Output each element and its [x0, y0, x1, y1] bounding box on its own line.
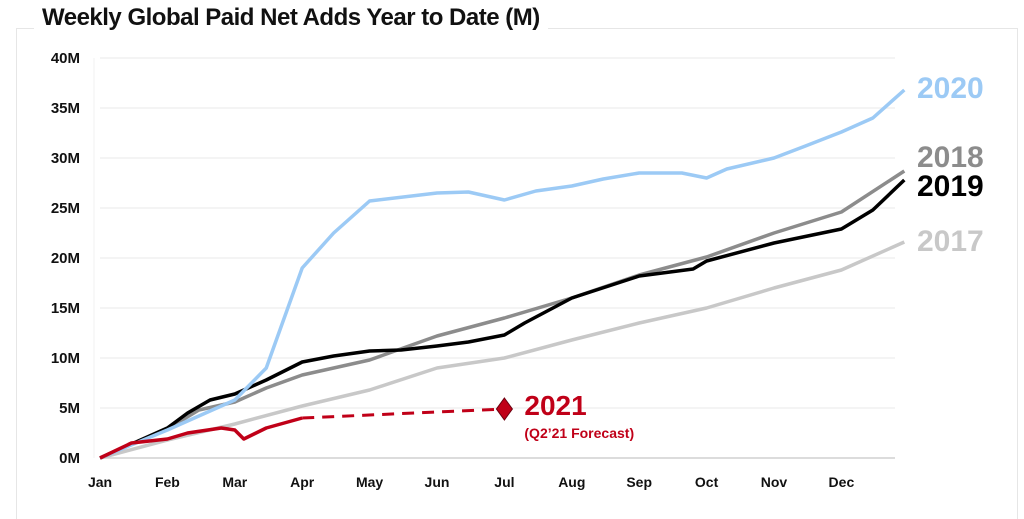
series-line-2019	[99, 178, 906, 460]
y-tick-label: 35M	[51, 100, 80, 117]
x-tick-label: Nov	[761, 474, 788, 490]
x-tick-label: Dec	[829, 474, 855, 490]
x-tick-label: Jun	[425, 474, 450, 490]
series-label-2019: 2019	[917, 170, 984, 203]
y-tick-label: 15M	[51, 300, 80, 317]
y-tick-label: 25M	[51, 200, 80, 217]
y-tick-label: 30M	[51, 150, 80, 167]
x-tick-label: Aug	[558, 474, 585, 490]
series-line-2021	[99, 416, 303, 460]
y-tick-label: 40M	[51, 50, 80, 67]
x-tick-label: May	[356, 474, 383, 490]
forecast-line	[302, 407, 505, 420]
series-label-2021: 2021	[524, 390, 586, 421]
chart-title: Weekly Global Paid Net Adds Year to Date…	[34, 4, 548, 32]
series-line-2018	[99, 169, 906, 460]
y-tick-label: 20M	[51, 250, 80, 267]
x-tick-label: Feb	[155, 474, 180, 490]
series-label-2018: 2018	[917, 141, 984, 174]
x-tick-label: Sep	[626, 474, 652, 490]
x-tick-label: Jan	[88, 474, 112, 490]
y-tick-label: 0M	[59, 450, 80, 467]
x-tick-label: Jul	[494, 474, 514, 490]
series-line-2020	[99, 88, 906, 460]
x-tick-label: Apr	[290, 474, 315, 490]
y-tick-label: 5M	[59, 400, 80, 417]
forecast-label: (Q2’21 Forecast)	[524, 425, 634, 441]
x-tick-label: Oct	[695, 474, 719, 490]
series-label-2020: 2020	[917, 72, 984, 105]
y-tick-label: 10M	[51, 350, 80, 367]
line-chart: 0M 5M 10M 15M 20M 25M 30M 35M 40M Jan Feb Mar Apr May…	[51, 50, 984, 490]
x-tick-label: Mar	[222, 474, 247, 490]
series-line-2017	[99, 240, 906, 460]
forecast-marker	[495, 397, 514, 421]
series-label-2017: 2017	[917, 225, 984, 258]
